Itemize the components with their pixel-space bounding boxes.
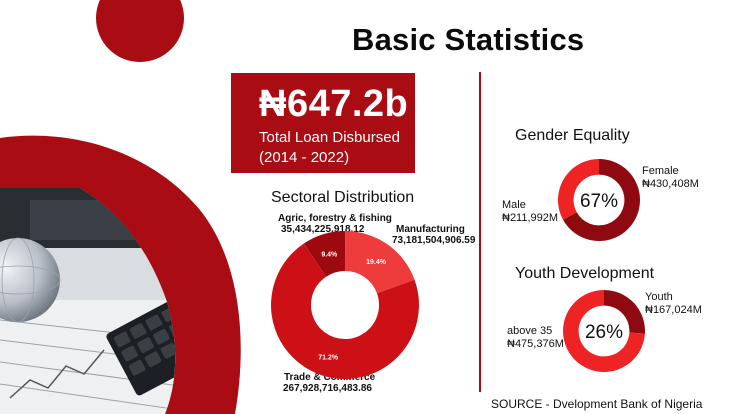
slice-trade-commerce <box>271 243 419 379</box>
male-value: ₦211,992M <box>502 212 559 224</box>
above35-label: above 35 <box>507 325 553 337</box>
youth-label: Youth <box>645 291 673 303</box>
agric-value: 35,434,225,918.12 <box>281 224 365 235</box>
center-label: 67% <box>580 191 618 212</box>
youth-donut-chart: 26% <box>563 290 645 372</box>
female-label: Female <box>642 165 679 177</box>
kpi-label-line2: (2014 - 2022) <box>259 149 350 166</box>
decor-circle-top <box>96 0 184 62</box>
manufacturing-value: 73,181,504,906.59 <box>392 235 476 246</box>
vertical-divider <box>479 72 481 392</box>
kpi-value: ₦647.2b <box>259 83 409 125</box>
slice-manufacturing <box>345 231 415 294</box>
trade-value: 267,928,716,483.86 <box>283 383 372 394</box>
youth-legend: Youth ₦167,024M <box>645 291 702 317</box>
slice-above-35 <box>563 290 645 372</box>
red-arc-backdrop <box>0 135 241 414</box>
page-title: Basic Statistics <box>352 22 585 57</box>
gender-donut-chart: 67% <box>558 159 640 241</box>
above35-value: ₦475,376M <box>507 338 564 350</box>
finance-photo <box>0 135 241 414</box>
youth-value: ₦167,024M <box>645 304 702 316</box>
gender-chart-title: Gender Equality <box>515 127 630 144</box>
kpi-card: ₦647.2b Total Loan Disbursed (2014 - 202… <box>231 73 415 173</box>
center-label: 26% <box>585 322 623 343</box>
percent-label-0: 9.4% <box>321 251 338 258</box>
manufacturing-label: Manufacturing <box>396 224 465 235</box>
sectoral-donut-chart: 9.4% 19.4% 71.2% <box>271 231 419 379</box>
female-value: ₦430,408M <box>642 178 699 190</box>
sectoral-chart-title: Sectoral Distribution <box>271 189 415 206</box>
kpi-label-line1: Total Loan Disbursed <box>259 129 400 146</box>
slice-agric-forestry-fishing <box>303 231 346 277</box>
source-note: SOURCE - Dvelopment Bank of Nigeria <box>491 397 703 411</box>
agric-label: Agric, forestry & fishing <box>278 213 392 224</box>
percent-label-2: 71.2% <box>318 354 339 361</box>
male-legend: Male ₦211,992M <box>502 199 558 225</box>
slice-female <box>563 159 640 241</box>
slice-male <box>558 159 599 220</box>
male-label: Male <box>502 199 526 211</box>
youth-chart-title: Youth Development <box>515 265 655 282</box>
female-legend: Female ₦430,408M <box>642 165 699 191</box>
trade-label: Trade & Commerce <box>284 372 376 383</box>
slice-youth <box>604 290 645 334</box>
percent-label-1: 19.4% <box>366 259 387 266</box>
above35-legend: above 35 ₦475,376M <box>507 325 564 351</box>
kpi-label: Total Loan Disbursed (2014 - 2022) <box>259 128 409 168</box>
